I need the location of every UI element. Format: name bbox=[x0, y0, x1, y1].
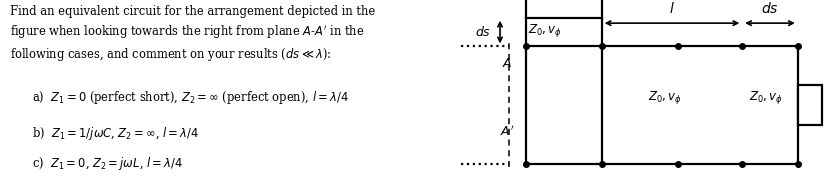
Text: $A$: $A$ bbox=[502, 57, 513, 70]
Text: Find an equivalent circuit for the arrangement depicted in the
figure when looki: Find an equivalent circuit for the arran… bbox=[10, 5, 376, 63]
Text: a)  $Z_1 = 0$ (perfect short), $Z_2 = \infty$ (perfect open), $l = \lambda/4$: a) $Z_1 = 0$ (perfect short), $Z_2 = \in… bbox=[32, 89, 348, 106]
Text: $ds$: $ds$ bbox=[475, 25, 491, 39]
Bar bbox=[526, 0, 602, 18]
Text: $l$: $l$ bbox=[669, 1, 675, 16]
Text: $Z_0, v_\phi$: $Z_0, v_\phi$ bbox=[528, 22, 562, 39]
Text: $Z_0, v_\phi$: $Z_0, v_\phi$ bbox=[750, 89, 784, 106]
Text: $ds$: $ds$ bbox=[761, 1, 779, 16]
Text: c)  $Z_1 = 0$, $Z_2 = j\omega L$, $l = \lambda/4$: c) $Z_1 = 0$, $Z_2 = j\omega L$, $l = \l… bbox=[32, 155, 183, 172]
Text: $A'$: $A'$ bbox=[500, 124, 514, 139]
Text: b)  $Z_1 = 1/j\omega C$, $Z_2 = \infty$, $l = \lambda/4$: b) $Z_1 = 1/j\omega C$, $Z_2 = \infty$, … bbox=[32, 125, 199, 142]
Bar bbox=[798, 85, 822, 125]
Text: $Z_0, v_\phi$: $Z_0, v_\phi$ bbox=[647, 89, 681, 106]
